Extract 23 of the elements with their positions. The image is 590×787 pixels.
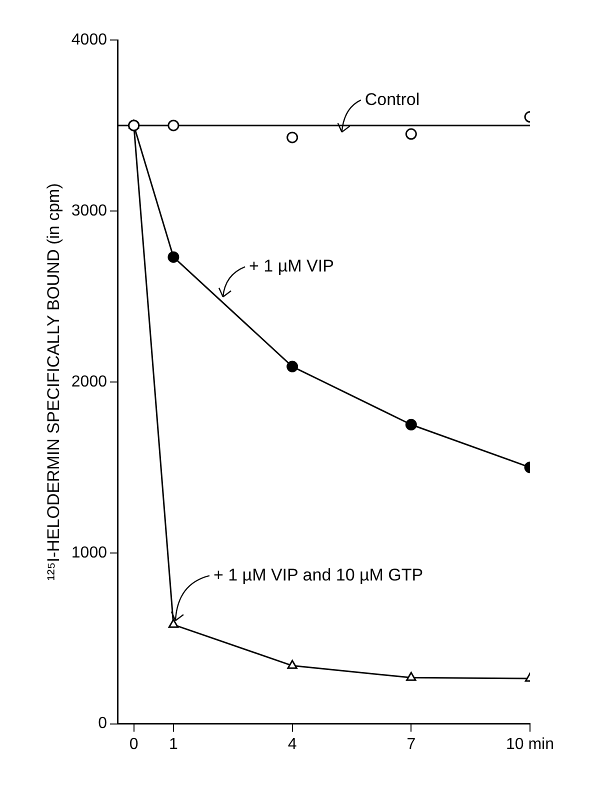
text: + 1 µM VIP and 10 µM GTP: [213, 565, 424, 584]
point: [168, 251, 180, 263]
x-tick-label: 4: [288, 736, 297, 753]
x-tick-label: 7: [406, 736, 416, 753]
x-tick-label: 10 min: [506, 736, 554, 753]
y-tick-label: 2000: [71, 373, 108, 390]
y-tick-label: 1000: [71, 544, 108, 562]
point: [286, 132, 298, 144]
point: [287, 660, 298, 669]
text: + 1 µM VIP: [248, 256, 334, 276]
x-tick-label: 1: [169, 736, 178, 753]
point: [168, 120, 180, 132]
point: [168, 618, 179, 628]
point: [406, 672, 416, 681]
y-tick-label: 0: [98, 715, 108, 732]
series-label: Control: [364, 90, 420, 109]
y-tick-label: 3000: [71, 202, 108, 220]
point: [405, 418, 417, 430]
x-tick-label: 0: [129, 736, 138, 753]
point: [405, 128, 417, 140]
point: [286, 360, 298, 372]
y-axis-title: ¹²⁵I-HELODERMIN SPECIFICALLY BOUND (in cpm): [44, 183, 63, 581]
y-tick-label: 4000: [71, 31, 108, 48]
